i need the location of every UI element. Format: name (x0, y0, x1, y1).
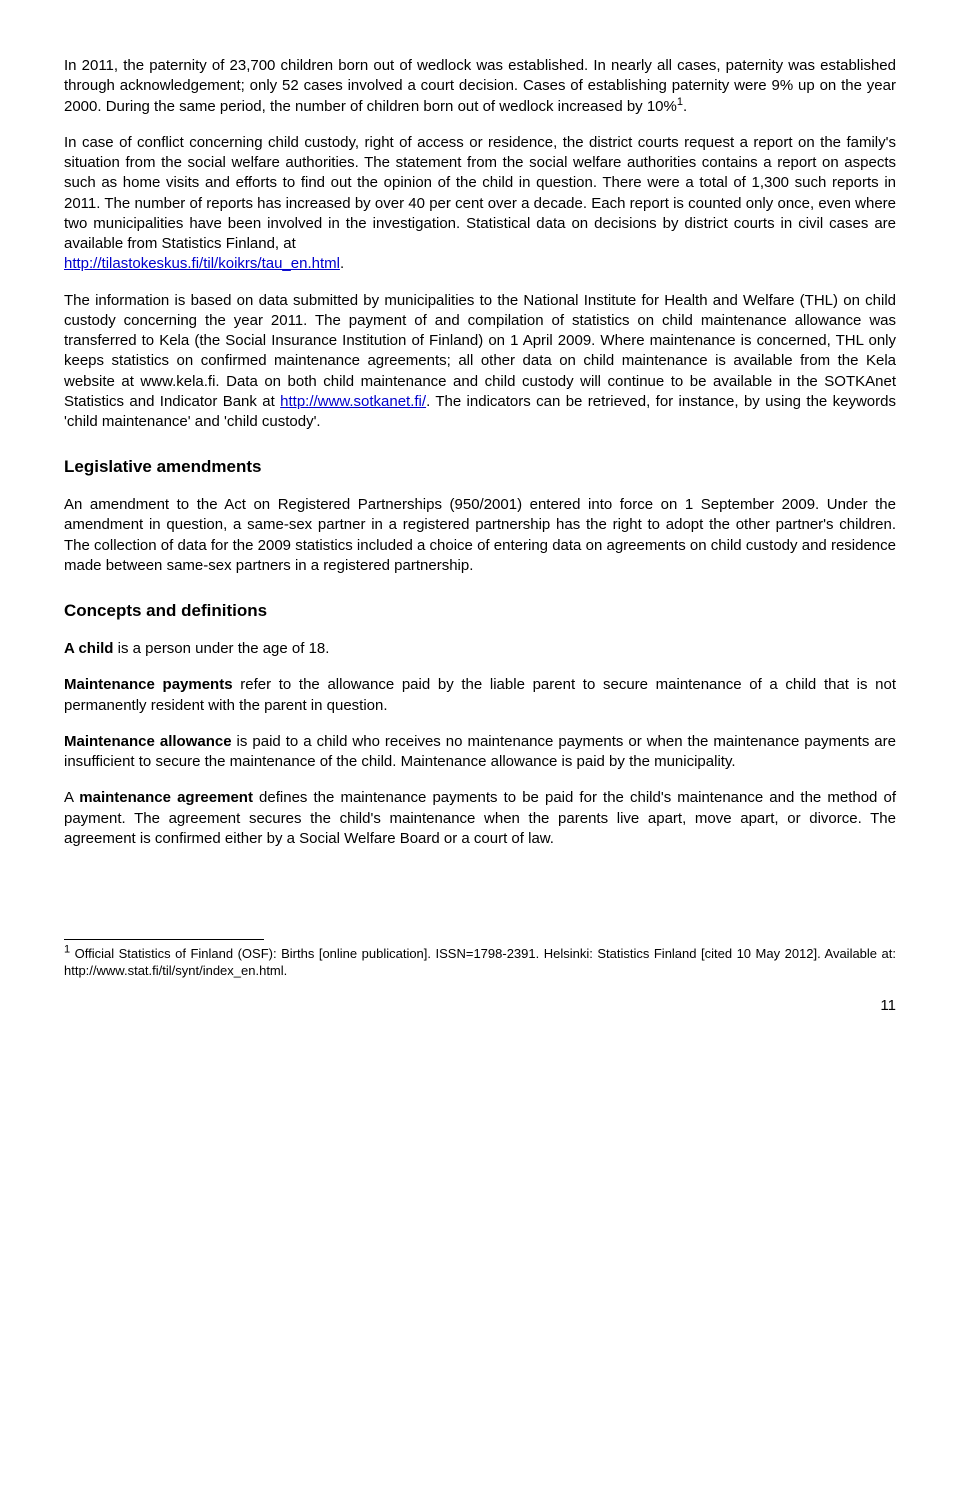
paragraph-3: The information is based on data submitt… (64, 291, 896, 433)
definition-child: A child is a person under the age of 18. (64, 639, 896, 659)
paragraph-2: In case of conflict concerning child cus… (64, 133, 896, 275)
definition-maintenance-agreement-pre: A (64, 789, 79, 806)
paragraph-1-end: . (683, 98, 687, 115)
link-sotkanet[interactable]: http://www.sotkanet.fi/ (280, 393, 426, 410)
term-maintenance-agreement: maintenance agreement (79, 789, 253, 806)
definition-maintenance-allowance: Maintenance allowance is paid to a child… (64, 732, 896, 773)
footnote-1: 1 Official Statistics of Finland (OSF): … (64, 946, 896, 980)
definition-child-text: is a person under the age of 18. (113, 640, 329, 657)
term-maintenance-allowance: Maintenance allowance (64, 733, 232, 750)
heading-concepts-definitions: Concepts and definitions (64, 600, 896, 623)
paragraph-2-text-b: . (340, 255, 344, 272)
paragraph-1: In 2011, the paternity of 23,700 childre… (64, 56, 896, 117)
definition-maintenance-agreement: A maintenance agreement defines the main… (64, 788, 896, 849)
paragraph-2-text-a: In case of conflict concerning child cus… (64, 134, 896, 252)
footnote-1-text: Official Statistics of Finland (OSF): Bi… (64, 946, 896, 978)
term-maintenance-payments: Maintenance payments (64, 676, 233, 693)
page-number: 11 (64, 996, 896, 1016)
footnote-separator (64, 939, 264, 940)
heading-legislative-amendments: Legislative amendments (64, 456, 896, 479)
term-child: A child (64, 640, 113, 657)
definition-maintenance-payments: Maintenance payments refer to the allowa… (64, 675, 896, 716)
link-tilastokeskus[interactable]: http://tilastokeskus.fi/til/koikrs/tau_e… (64, 255, 340, 272)
paragraph-4: An amendment to the Act on Registered Pa… (64, 495, 896, 576)
paragraph-1-text: In 2011, the paternity of 23,700 childre… (64, 57, 896, 115)
